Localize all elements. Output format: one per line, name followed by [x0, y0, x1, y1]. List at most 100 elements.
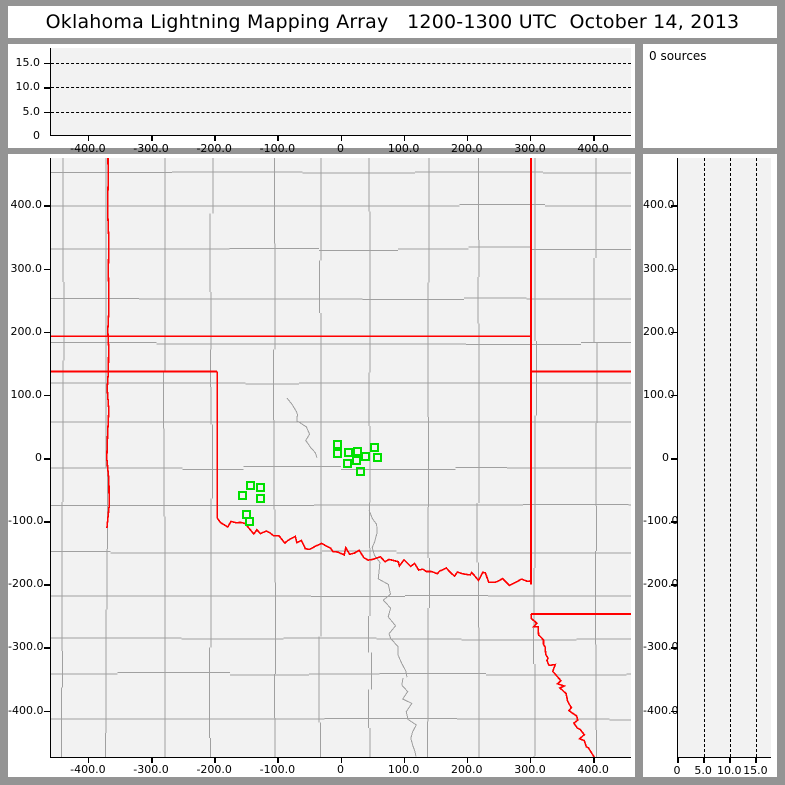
x-tick-mark: [403, 136, 406, 141]
county-map: [51, 158, 631, 757]
y-tick-mark: [671, 331, 677, 334]
altitude-north-south-panel: -400.0 -300.0 -200.0 -100.0 0 100.0 200.0 300.0…: [643, 154, 777, 777]
map-plot-area: [50, 158, 631, 758]
lightning-source-marker: [255, 493, 265, 503]
y-tick-label: -400.0: [643, 703, 679, 717]
x-tick-label: -400.0: [70, 763, 106, 776]
y-tick-label: 10.0: [15, 80, 41, 94]
y-tick-label: -200.0: [8, 577, 44, 591]
y-tick-label: -100.0: [643, 514, 679, 528]
x-tick-label: -400.0: [70, 142, 106, 155]
y-tick-mark: [671, 647, 677, 649]
y-tick-label: -200.0: [643, 577, 679, 591]
gridline-vertical: [730, 158, 732, 757]
x-tick-label: -100.0: [259, 142, 296, 155]
x-tick-mark: [87, 758, 90, 763]
y-tick-mark: [671, 394, 677, 397]
y-tick-mark: [44, 584, 50, 586]
x-tick-label: 200.0: [451, 142, 483, 155]
x-tick-label: 0: [337, 142, 344, 155]
lightning-source-marker: [332, 449, 342, 459]
x-tick-label: 0: [337, 763, 344, 776]
x-tick-label: -300.0: [133, 142, 169, 155]
gridline-vertical: [704, 158, 706, 757]
y-tick-mark: [44, 521, 50, 523]
x-tick-mark: [529, 758, 532, 763]
y-tick-label: 400.0: [643, 198, 675, 212]
lightning-source-marker: [352, 456, 362, 466]
gridline-vertical: [756, 158, 758, 757]
y-tick-mark: [671, 268, 677, 271]
y-tick-label: 100.0: [10, 387, 43, 401]
y-tick-label: -300.0: [643, 640, 679, 654]
y-tick-mark: [44, 62, 50, 65]
lightning-source-marker: [244, 516, 254, 526]
x-tick-label: 15.0: [743, 764, 768, 777]
x-tick-mark: [466, 758, 469, 763]
y-tick-label: 100.0: [643, 387, 675, 401]
y-tick-label: 200.0: [10, 324, 43, 338]
y-tick-label: -300.0: [8, 640, 44, 654]
map-panel: -400.0 -300.0 -200.0 -100.0 0 100.0 200.0 300.0…: [8, 154, 635, 777]
y-tick-mark: [44, 331, 50, 334]
y-tick-label: 0: [33, 129, 40, 142]
x-tick-mark: [151, 136, 153, 141]
x-tick-label: 300.0: [514, 763, 546, 776]
x-tick-label: 300.0: [514, 142, 546, 155]
y-tick-label: 0: [35, 451, 42, 464]
x-tick-label: 10.0: [716, 764, 742, 777]
x-tick-mark: [340, 758, 342, 763]
x-tick-label: -200.0: [196, 142, 232, 155]
y-tick-mark: [44, 268, 50, 271]
y-tick-label: -100.0: [8, 514, 44, 528]
x-tick-mark: [277, 136, 279, 141]
gridline-horizontal: [51, 62, 631, 64]
x-tick-mark: [214, 136, 216, 141]
y-tick-label: 300.0: [643, 261, 675, 275]
y-tick-mark: [671, 205, 677, 207]
x-tick-mark: [729, 758, 731, 763]
y-tick-mark: [44, 458, 50, 460]
y-tick-mark: [671, 710, 677, 713]
lightning-source-marker: [246, 480, 256, 490]
y-tick-mark: [671, 521, 677, 523]
source-count-label: 0 sources: [649, 49, 707, 63]
lightning-source-marker: [353, 446, 363, 456]
altitude-east-west-plot: [50, 48, 631, 136]
title-bar: Oklahoma Lightning Mapping Array 1200-13…: [8, 6, 777, 38]
x-tick-mark: [593, 136, 595, 141]
gridline-horizontal: [51, 111, 631, 113]
y-tick-mark: [44, 87, 50, 89]
y-tick-mark: [671, 458, 677, 460]
x-tick-mark: [703, 758, 705, 763]
lightning-source-marker: [343, 448, 353, 458]
x-tick-mark: [677, 758, 679, 763]
lightning-source-marker: [372, 452, 382, 462]
y-tick-label: 200.0: [643, 324, 675, 338]
x-tick-mark: [340, 136, 342, 141]
x-tick-label: 400.0: [577, 763, 609, 776]
lightning-source-marker: [360, 451, 370, 461]
lightning-source-marker: [256, 483, 266, 493]
y-tick-label: 400.0: [10, 198, 43, 212]
y-tick-label: 0: [662, 451, 669, 464]
y-tick-mark: [44, 205, 50, 207]
x-tick-label: -100.0: [259, 763, 296, 776]
x-tick-mark: [277, 758, 279, 763]
x-tick-label: 0: [673, 764, 681, 777]
x-tick-label: 400.0: [577, 142, 609, 155]
x-tick-label: -200.0: [196, 763, 232, 776]
x-tick-mark: [403, 758, 406, 763]
lightning-source-marker: [332, 439, 342, 449]
x-tick-mark: [466, 136, 469, 141]
x-tick-mark: [87, 136, 90, 141]
y-tick-label: 5.0: [22, 104, 41, 118]
x-tick-mark: [593, 758, 595, 763]
x-tick-mark: [214, 758, 216, 763]
x-tick-label: 200.0: [451, 763, 483, 776]
altitude-north-south-plot: [677, 158, 771, 758]
page-title: Oklahoma Lightning Mapping Array 1200-13…: [45, 11, 740, 33]
lightning-source-marker: [370, 442, 380, 452]
altitude-east-west-panel: 0 5.0 10.0 15.0 -400.0 -300.0 -200.0 -100.0 0 100…: [8, 44, 635, 155]
